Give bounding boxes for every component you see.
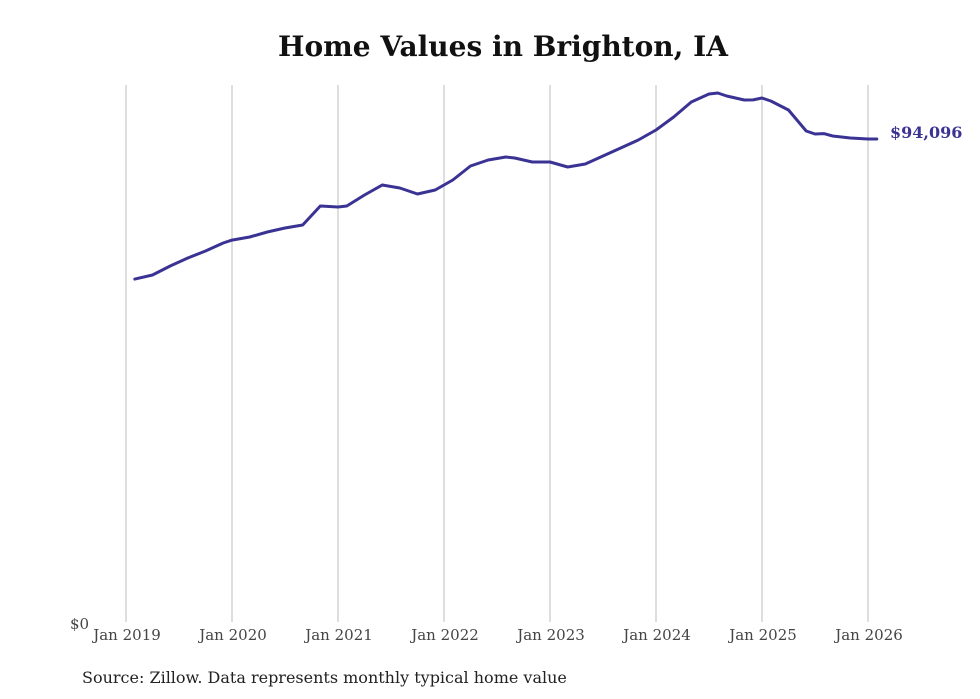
x-tick-label: Jan 2024 — [621, 626, 691, 644]
x-tick-label: Jan 2019 — [91, 626, 161, 644]
x-tick-label: Jan 2026 — [833, 626, 903, 644]
series-line — [133, 91, 879, 281]
x-tick-label: Jan 2021 — [303, 626, 373, 644]
x-tick-label: Jan 2025 — [727, 626, 797, 644]
source-note: Source: Zillow. Data represents monthly … — [82, 668, 567, 687]
chart-title: Home Values in Brighton, IA — [278, 30, 728, 63]
y-tick-label: $0 — [70, 615, 89, 633]
end-value-label: $94,096 — [890, 123, 962, 142]
x-tick-label: Jan 2020 — [197, 626, 267, 644]
x-tick-label: Jan 2023 — [515, 626, 585, 644]
x-tick-label: Jan 2022 — [409, 626, 479, 644]
